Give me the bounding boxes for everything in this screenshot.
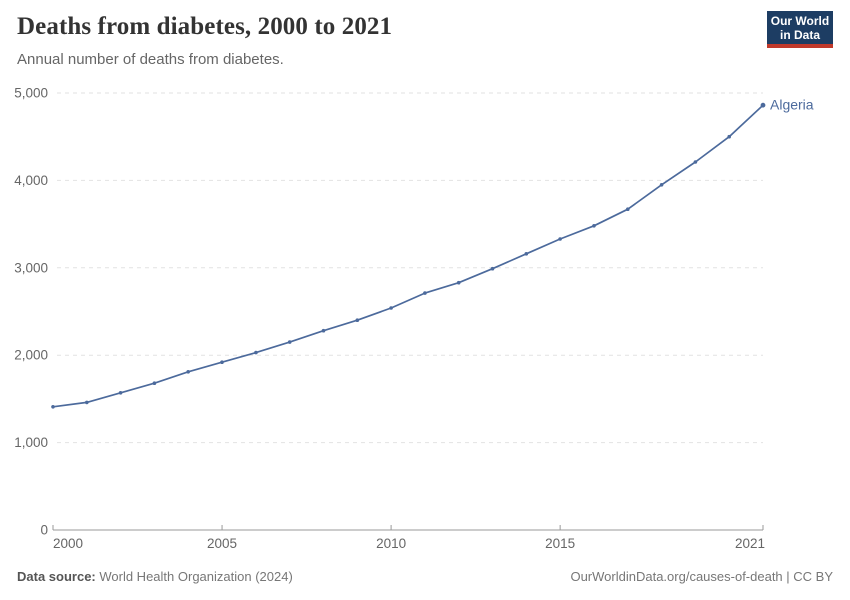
data-point[interactable] — [51, 405, 55, 409]
data-point[interactable] — [220, 360, 224, 365]
y-tick-label: 4,000 — [14, 173, 48, 188]
data-point[interactable] — [389, 306, 393, 310]
x-tick-label: 2021 — [735, 536, 765, 551]
y-tick-label: 3,000 — [14, 260, 48, 275]
data-point[interactable] — [626, 207, 630, 211]
data-point[interactable] — [152, 381, 157, 386]
data-source-note: Data source: World Health Organization (… — [17, 569, 293, 584]
x-tick-label: 2010 — [376, 536, 406, 551]
data-point[interactable] — [85, 400, 89, 405]
owid-logo-line2: in Data — [779, 27, 820, 42]
data-point[interactable] — [760, 102, 766, 108]
series-line[interactable] — [52, 104, 764, 408]
x-tick-label: 2015 — [545, 536, 575, 551]
x-tick-label: 2005 — [207, 536, 237, 551]
license-link[interactable]: OurWorldinData.org/causes-of-death | CC … — [570, 569, 833, 584]
entity-label[interactable]: Algeria — [770, 97, 814, 113]
data-point[interactable] — [456, 280, 461, 285]
data-point[interactable] — [254, 350, 258, 355]
data-point[interactable] — [693, 160, 698, 164]
chart-subtitle: Annual number of deaths from diabetes. — [17, 51, 284, 68]
data-point[interactable] — [659, 183, 664, 187]
data-point[interactable] — [558, 237, 562, 241]
data-point[interactable] — [118, 391, 123, 395]
data-source-value: World Health Organization (2024) — [95, 569, 293, 584]
data-source-label: Data source: — [17, 569, 96, 584]
y-tick-label: 0 — [40, 523, 48, 538]
chart-title: Deaths from diabetes, 2000 to 2021 — [17, 13, 393, 40]
data-point[interactable] — [490, 266, 495, 271]
owid-logo[interactable]: Our World in Data — [767, 11, 833, 48]
data-point[interactable] — [287, 340, 292, 344]
data-point[interactable] — [524, 252, 529, 256]
x-tick-label: 2000 — [53, 536, 83, 551]
y-tick-label: 2,000 — [14, 348, 48, 363]
data-point[interactable] — [592, 224, 596, 228]
data-point[interactable] — [186, 370, 190, 374]
y-tick-label: 1,000 — [14, 435, 48, 450]
data-point[interactable] — [321, 328, 326, 333]
owid-logo-line1: Our World — [770, 13, 830, 28]
data-point[interactable] — [355, 318, 360, 323]
data-point[interactable] — [423, 291, 427, 295]
y-tick-label: 5,000 — [14, 86, 48, 101]
data-point[interactable] — [727, 134, 731, 139]
